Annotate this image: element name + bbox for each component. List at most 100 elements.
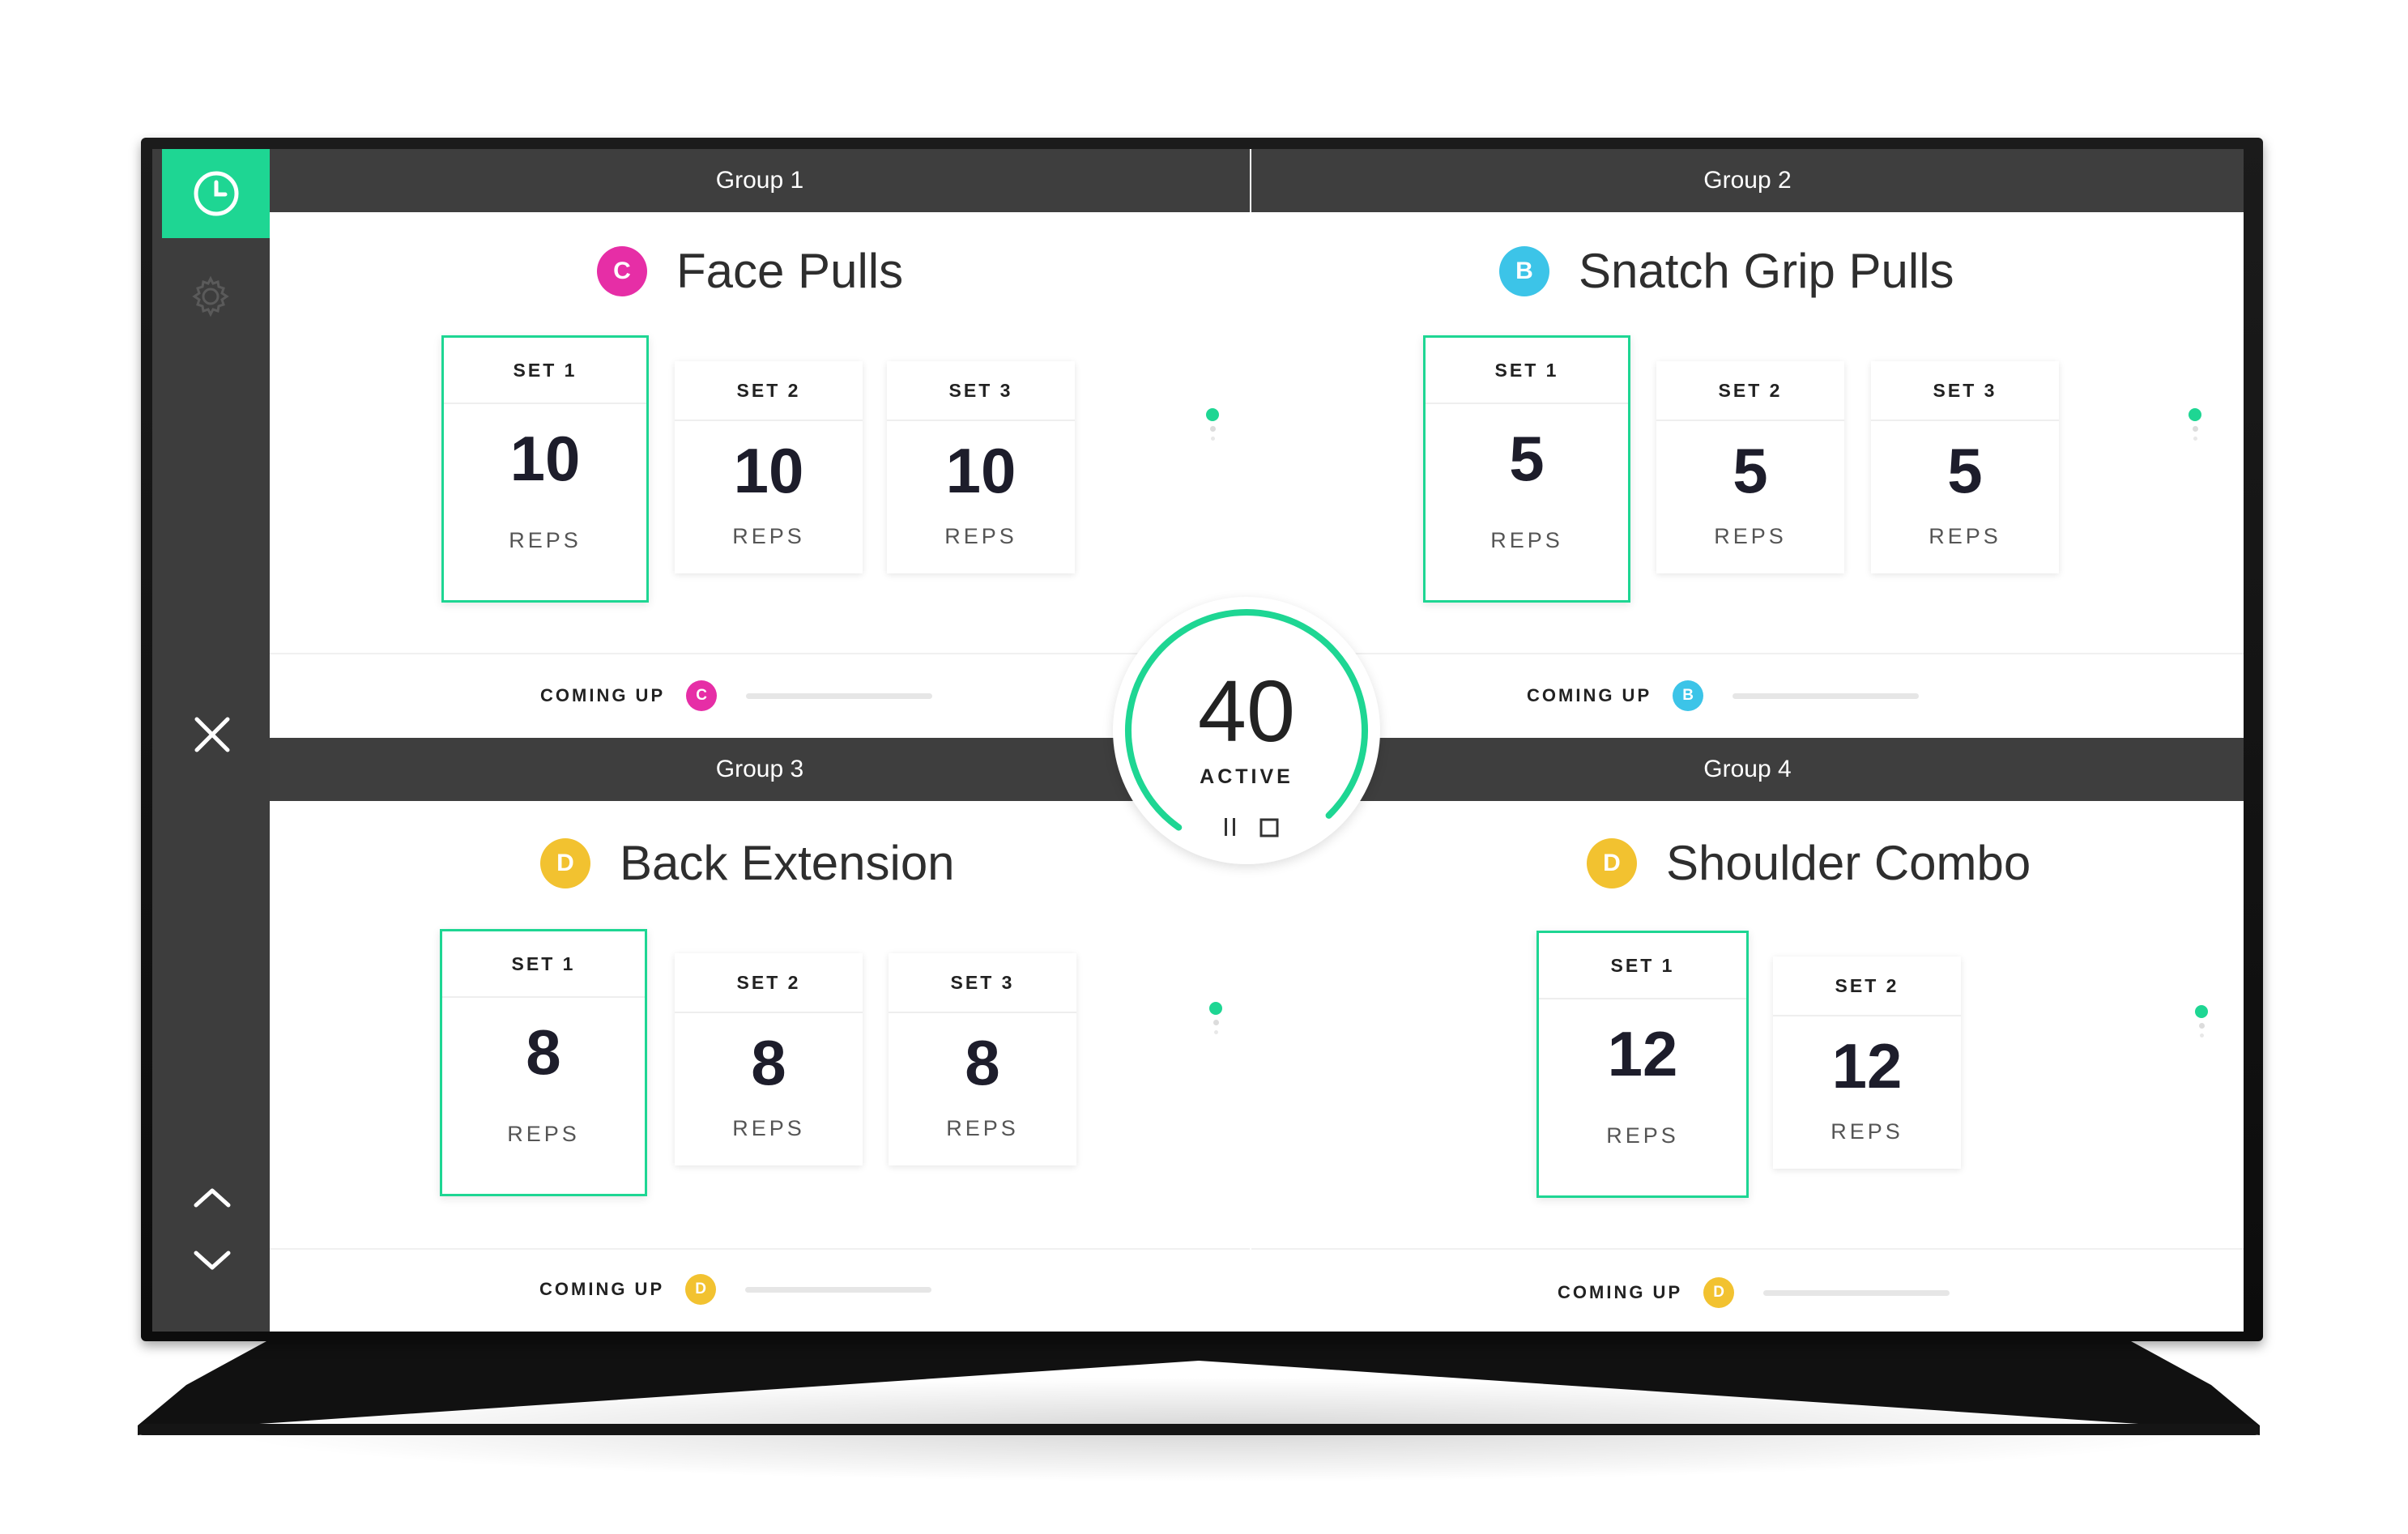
stop-icon bbox=[1259, 818, 1279, 837]
rep-unit: REPS bbox=[1929, 524, 2001, 548]
rest-timer: 40 ACTIVE bbox=[1113, 597, 1380, 864]
gear-icon bbox=[192, 275, 229, 317]
sidebar bbox=[152, 149, 270, 1332]
set-label: SET 2 bbox=[1656, 361, 1844, 421]
set-card-1[interactable]: SET 1 8 REPS bbox=[440, 929, 647, 1196]
set-label: SET 2 bbox=[1773, 957, 1961, 1016]
coming-up-label: COMING UP bbox=[1558, 1282, 1683, 1302]
coming-up-bar bbox=[1763, 1289, 1950, 1296]
scroll-up-button[interactable] bbox=[190, 1182, 235, 1214]
pause-icon bbox=[1225, 818, 1235, 836]
rep-count: 5 bbox=[1947, 435, 1983, 506]
exercise-badge: C bbox=[597, 245, 647, 296]
coming-up-badge: B bbox=[1673, 680, 1704, 711]
timer-label: ACTIVE bbox=[1200, 765, 1294, 788]
set-label: SET 3 bbox=[887, 361, 1075, 421]
exercise-badge: B bbox=[1499, 245, 1549, 296]
rep-count: 5 bbox=[1732, 435, 1768, 506]
exercise-name: Shoulder Combo bbox=[1666, 836, 2031, 890]
coming-up-bar bbox=[745, 1286, 932, 1293]
set-progress-dots bbox=[2188, 408, 2202, 445]
coming-up-bar bbox=[1732, 692, 1920, 699]
pause-button[interactable] bbox=[1220, 816, 1241, 838]
set-card-2[interactable]: SET 2 10 REPS bbox=[675, 361, 863, 573]
rep-unit: REPS bbox=[1490, 528, 1563, 552]
chevron-down-icon bbox=[194, 1251, 231, 1270]
group-panel-1: Group 1 C Face Pulls SET 1 10 REPS SET 2… bbox=[270, 149, 1250, 736]
rep-unit: REPS bbox=[1831, 1119, 1903, 1144]
rep-unit: REPS bbox=[732, 1116, 805, 1140]
rep-unit: REPS bbox=[732, 524, 805, 548]
exercise-badge: D bbox=[540, 837, 590, 888]
rep-count: 5 bbox=[1509, 423, 1545, 494]
set-card-1[interactable]: SET 1 5 REPS bbox=[1423, 335, 1630, 603]
coming-up-label: COMING UP bbox=[539, 1279, 665, 1299]
tv-screen: Group 1 C Face Pulls SET 1 10 REPS SET 2… bbox=[152, 149, 2244, 1332]
set-card-1[interactable]: SET 1 12 REPS bbox=[1536, 931, 1749, 1198]
rep-unit: REPS bbox=[944, 524, 1017, 548]
timer-progress-arc bbox=[1125, 609, 1368, 852]
close-icon bbox=[194, 717, 230, 752]
set-label: SET 1 bbox=[444, 338, 646, 404]
stop-button[interactable] bbox=[1259, 817, 1280, 838]
set-progress-dots bbox=[1205, 408, 1220, 445]
set-label: SET 3 bbox=[1871, 361, 2059, 421]
coming-up: COMING UP C bbox=[540, 680, 933, 711]
close-button[interactable] bbox=[190, 712, 235, 757]
rep-count: 10 bbox=[945, 435, 1016, 506]
set-label: SET 2 bbox=[675, 361, 863, 421]
rep-unit: REPS bbox=[507, 1122, 580, 1146]
set-label: SET 3 bbox=[889, 953, 1076, 1013]
timer-ring bbox=[1125, 609, 1368, 852]
set-label: SET 1 bbox=[1539, 933, 1746, 999]
rep-unit: REPS bbox=[1606, 1123, 1679, 1148]
rep-unit: REPS bbox=[509, 528, 582, 552]
coming-up-badge: D bbox=[1703, 1277, 1735, 1308]
exercise-badge: D bbox=[1587, 837, 1637, 888]
coming-up: COMING UP D bbox=[539, 1274, 932, 1305]
group-header: Group 4 bbox=[1251, 738, 2244, 801]
set-card-3[interactable]: SET 3 8 REPS bbox=[889, 953, 1076, 1165]
rep-count: 10 bbox=[509, 423, 581, 494]
exercise-title: D Shoulder Combo bbox=[1587, 835, 2031, 891]
exercise-name: Back Extension bbox=[620, 836, 955, 890]
timer-value: 40 bbox=[1197, 662, 1296, 760]
set-label: SET 1 bbox=[442, 931, 645, 998]
rep-count: 12 bbox=[1831, 1030, 1903, 1101]
exercise-name: Face Pulls bbox=[676, 244, 904, 298]
rep-count: 12 bbox=[1607, 1018, 1678, 1089]
rep-count: 8 bbox=[526, 1016, 561, 1088]
group-header: Group 2 bbox=[1251, 149, 2244, 212]
rep-unit: REPS bbox=[946, 1116, 1019, 1140]
group-header: Group 3 bbox=[270, 738, 1250, 801]
set-card-2[interactable]: SET 2 12 REPS bbox=[1773, 957, 1961, 1169]
sidebar-item-timer[interactable] bbox=[162, 149, 270, 238]
set-progress-dots bbox=[2194, 1005, 2209, 1042]
coming-up-bar bbox=[746, 692, 933, 699]
sidebar-item-settings[interactable] bbox=[186, 272, 235, 321]
set-label: SET 1 bbox=[1426, 338, 1628, 404]
set-label: SET 2 bbox=[675, 953, 863, 1013]
group-header: Group 1 bbox=[270, 149, 1250, 212]
group-panel-2: Group 2 B Snatch Grip Pulls SET 1 5 REPS… bbox=[1251, 149, 2244, 736]
exercise-title: B Snatch Grip Pulls bbox=[1499, 243, 1954, 299]
coming-up-label: COMING UP bbox=[1527, 685, 1652, 705]
rep-unit: REPS bbox=[1714, 524, 1787, 548]
scroll-down-button[interactable] bbox=[190, 1244, 235, 1276]
set-card-1[interactable]: SET 1 10 REPS bbox=[441, 335, 649, 603]
coming-up: COMING UP D bbox=[1558, 1277, 1950, 1308]
coming-up-label: COMING UP bbox=[540, 685, 666, 705]
set-card-2[interactable]: SET 2 8 REPS bbox=[675, 953, 863, 1165]
coming-up: COMING UP B bbox=[1527, 680, 1920, 711]
exercise-name: Snatch Grip Pulls bbox=[1579, 244, 1954, 298]
rep-count: 10 bbox=[733, 435, 804, 506]
coming-up-badge: C bbox=[686, 680, 718, 711]
rep-count: 8 bbox=[751, 1027, 786, 1098]
set-card-2[interactable]: SET 2 5 REPS bbox=[1656, 361, 1844, 573]
exercise-title: D Back Extension bbox=[540, 835, 955, 891]
set-card-3[interactable]: SET 3 5 REPS bbox=[1871, 361, 2059, 573]
chevron-up-icon bbox=[194, 1188, 231, 1208]
clock-icon bbox=[194, 171, 238, 216]
rep-count: 8 bbox=[965, 1027, 1000, 1098]
set-card-3[interactable]: SET 3 10 REPS bbox=[887, 361, 1075, 573]
